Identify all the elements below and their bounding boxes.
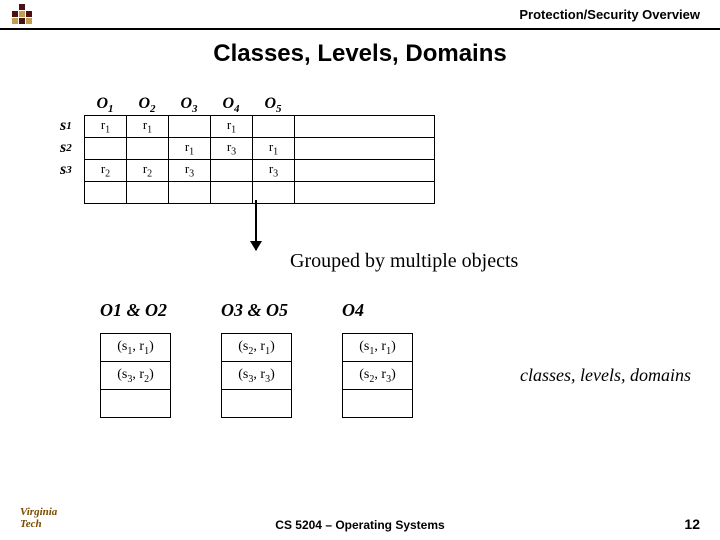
- cell: r3: [169, 160, 211, 182]
- cell: r2: [85, 160, 127, 182]
- group-header: O4: [342, 300, 364, 321]
- cell: [295, 160, 435, 182]
- cell: r1: [169, 138, 211, 160]
- cell: [85, 182, 127, 204]
- cell: [211, 160, 253, 182]
- col-header: O1: [84, 95, 126, 115]
- row-label: s3: [60, 159, 84, 181]
- table-row: r2 r2 r3 r3: [85, 160, 435, 182]
- matrix-table: r1 r1 r1 r1 r3 r1 r2 r2 r3 r3: [84, 115, 435, 204]
- cell: r3: [253, 160, 295, 182]
- col-header: O3: [168, 95, 210, 115]
- matrix-row-labels: s1 s2 s3: [60, 115, 84, 204]
- group-column: O3 & O5 (s2, r1) (s3, r3): [221, 300, 292, 418]
- cell: [343, 390, 413, 418]
- group-header: O3 & O5: [221, 300, 288, 321]
- group-table: (s1, r1) (s2, r3): [342, 333, 413, 418]
- cell: [211, 182, 253, 204]
- cell: [101, 390, 171, 418]
- cell: r1: [253, 138, 295, 160]
- cell: r1: [85, 116, 127, 138]
- group-column: O1 & O2 (s1, r1) (s3, r2): [100, 300, 171, 418]
- group-column: O4 (s1, r1) (s2, r3): [342, 300, 413, 418]
- footer: CS 5204 – Operating Systems: [0, 518, 720, 532]
- cell: (s2, r3): [343, 362, 413, 390]
- col-header: O4: [210, 95, 252, 115]
- cell: [253, 182, 295, 204]
- cell: [222, 390, 292, 418]
- cell: [169, 116, 211, 138]
- matrix-col-headers: O1 O2 O3 O4 O5: [84, 95, 435, 115]
- cell: [295, 138, 435, 160]
- cell: [169, 182, 211, 204]
- cell: [295, 116, 435, 138]
- cell: [127, 138, 169, 160]
- page-title: Classes, Levels, Domains: [0, 40, 720, 68]
- header-text: Protection/Security Overview: [519, 7, 700, 22]
- squares-icon: [12, 4, 32, 24]
- cell: (s3, r3): [222, 362, 292, 390]
- cell: r1: [211, 116, 253, 138]
- cell: r1: [127, 116, 169, 138]
- cell: [295, 182, 435, 204]
- row-label: s2: [60, 137, 84, 159]
- page-number: 12: [684, 516, 700, 532]
- group-header: O1 & O2: [100, 300, 167, 321]
- col-header: O5: [252, 95, 294, 115]
- groups-area: O1 & O2 (s1, r1) (s3, r2) O3 & O5 (s2, r…: [100, 300, 413, 418]
- cell: [127, 182, 169, 204]
- group-table: (s1, r1) (s3, r2): [100, 333, 171, 418]
- down-arrow-icon: [255, 200, 257, 250]
- group-table: (s2, r1) (s3, r3): [221, 333, 292, 418]
- cell: (s1, r1): [343, 334, 413, 362]
- cell: r2: [127, 160, 169, 182]
- grouped-label: Grouped by multiple objects: [290, 250, 518, 273]
- header-bar: Protection/Security Overview: [0, 0, 720, 30]
- cell: (s1, r1): [101, 334, 171, 362]
- row-label: [60, 181, 84, 203]
- table-row: r1 r1 r1: [85, 116, 435, 138]
- table-row: r1 r3 r1: [85, 138, 435, 160]
- table-row: [85, 182, 435, 204]
- annotation-text: classes, levels, domains: [520, 365, 691, 386]
- cell: [85, 138, 127, 160]
- access-matrix: O1 O2 O3 O4 O5 s1 s2 s3 r1 r1 r1 r1: [60, 95, 435, 204]
- col-header: O2: [126, 95, 168, 115]
- cell: r3: [211, 138, 253, 160]
- cell: [253, 116, 295, 138]
- cell: (s3, r2): [101, 362, 171, 390]
- footer-course: CS 5204 – Operating Systems: [275, 518, 444, 532]
- cell: (s2, r1): [222, 334, 292, 362]
- row-label: s1: [60, 115, 84, 137]
